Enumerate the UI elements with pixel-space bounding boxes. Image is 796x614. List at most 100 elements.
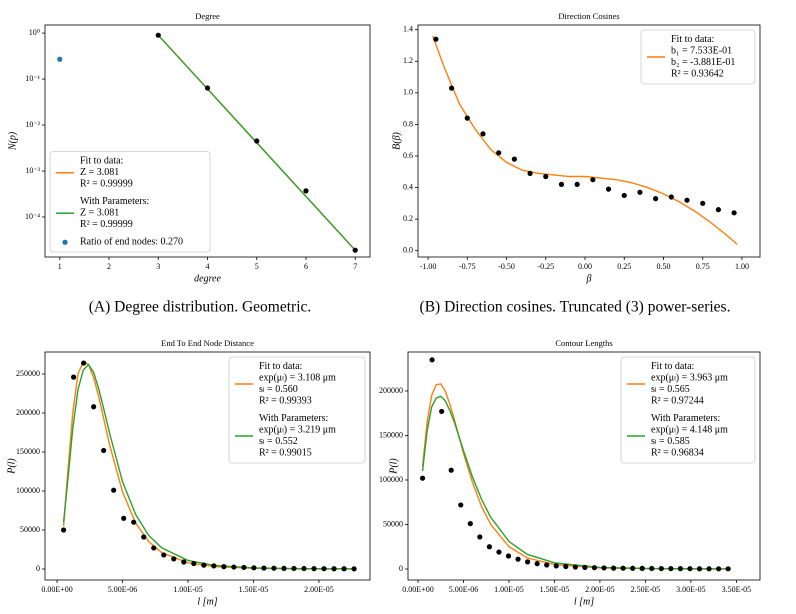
y-tick-label: 10⁻¹ [25,74,40,83]
data-point [515,556,521,562]
data-point [477,534,483,540]
data-point [204,85,211,91]
legend-label: exp(μₗ) = 3.108 μm [259,373,336,384]
data-point [57,56,63,62]
y-tick-label: 250000 [16,369,40,378]
legend-label: sₗ = 0.552 [259,436,298,447]
x-tick-label: 3.00E-05 [676,585,706,594]
y-tick-label: 100000 [379,475,403,484]
data-point [231,564,237,570]
data-point [191,560,197,567]
fit-line [432,35,738,245]
data-point [131,519,137,525]
data-point [706,566,712,572]
data-point [496,549,502,555]
legend-label: R² = 0.99999 [80,219,133,230]
data-point [590,177,596,183]
data-point [261,565,267,571]
data-point [291,565,297,572]
data-point [687,566,693,572]
x-tick-label: 0.00 [578,262,592,271]
y-tick-label: 150000 [379,430,403,439]
data-point [700,200,706,206]
data-point [572,564,578,570]
data-point [251,565,257,571]
x-axis-label: l [m] [574,596,594,607]
x-tick-label: 0.25 [617,262,631,271]
data-point [731,210,737,216]
legend-label: With Parameters: [80,196,149,207]
data-point [668,194,674,200]
y-tick-label: 1.4 [403,25,413,34]
legend-label: R² = 0.99015 [259,448,312,459]
legend-label: exp(μₗ) = 3.963 μm [651,373,728,384]
x-tick-label: 1.00 [735,262,749,271]
data-point [621,192,627,199]
legend-label: With Parameters: [651,413,720,424]
legend-label: exp(μₗ) = 4.148 μm [651,425,728,436]
x-tick-label: 7 [353,262,357,271]
axes-frame [407,351,761,581]
data-point [511,156,517,162]
x-tick-label: 3.50E-05 [722,585,752,594]
data-point [429,357,435,363]
chart-title: End To End Node Distance [161,338,254,348]
data-point [639,565,645,571]
y-axis-label: B(β) [391,131,402,149]
x-tick-label: 3 [156,262,160,271]
legend-label: Fit to data: [259,361,302,372]
y-tick-label: 0.4 [403,182,413,191]
x-tick-label: 5 [255,262,259,271]
caption: (A) Degree distribution. Geometric. [89,299,312,316]
data-point [525,559,531,565]
x-tick-label: 2.00E-05 [304,585,334,594]
y-tick-label: 0.6 [403,151,413,160]
legend-handle [62,239,68,245]
legend-label: b₁ = 7.533E-01 [671,46,732,57]
data-point [467,521,473,527]
y-tick-label: 10⁻⁴ [25,212,40,221]
data-point [637,189,643,195]
data-point [151,545,157,551]
data-point [464,115,470,121]
y-tick-label: 0.2 [403,214,413,223]
data-point [439,408,445,415]
data-point [505,553,512,559]
data-point [605,186,612,192]
data-point [331,566,337,572]
x-tick-label: 1.00E-05 [173,585,203,594]
data-point [496,150,502,156]
legend-label: Fit to data: [80,156,123,167]
data-point [141,534,147,540]
data-point [591,565,598,571]
x-tick-label: -1.00 [420,262,437,271]
legend-label: R² = 0.96834 [651,448,704,459]
data-point [341,566,347,572]
legend-box [228,356,366,464]
legend-label: R² = 0.97244 [651,396,704,407]
y-tick-label: 1.0 [403,88,413,97]
x-tick-label: -0.25 [537,262,554,271]
data-point [281,565,287,571]
chart-title: Direction Cosines [558,11,619,21]
data-point [121,515,127,521]
data-point [71,374,77,380]
legend-label: sₗ = 0.585 [651,436,690,447]
data-point [171,556,177,562]
y-axis-label: N(p) [7,131,18,151]
data-point [610,565,617,571]
x-tick-label: 1.50E-05 [239,585,269,594]
data-point [527,170,533,176]
data-point [630,565,636,571]
data-point [271,565,277,571]
chart-title: Degree [195,11,220,21]
legend-label: R² = 0.99999 [80,179,133,190]
data-point [725,566,731,572]
x-tick-label: 1.50E-05 [540,585,570,594]
data-point [684,197,690,203]
x-tick-label: 5.00E-06 [449,585,479,594]
x-tick-label: 2 [107,262,111,271]
data-point [301,565,307,572]
